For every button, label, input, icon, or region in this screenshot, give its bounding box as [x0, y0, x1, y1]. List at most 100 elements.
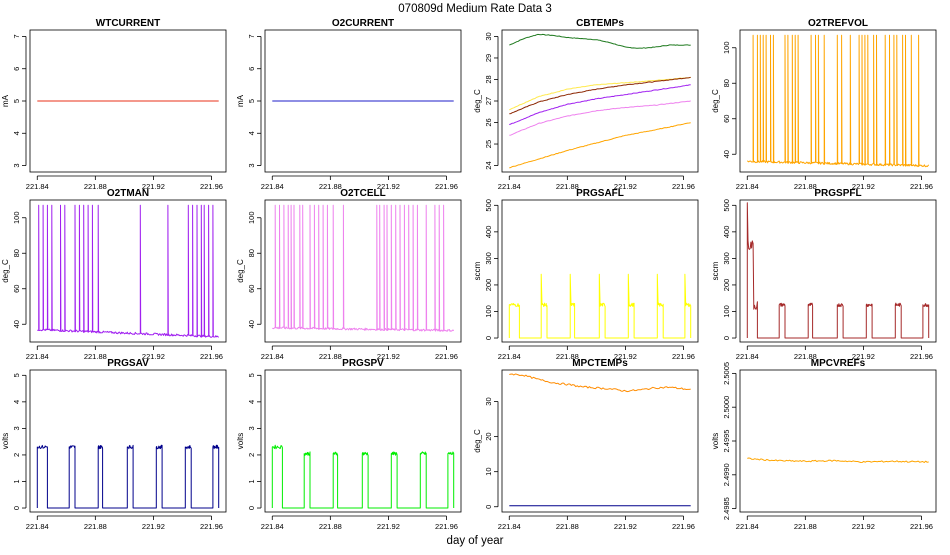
series-line-prgspfl [746, 202, 930, 339]
y-tick-label: 3 [12, 426, 21, 430]
x-tick-label: 221.88 [84, 522, 107, 531]
y-tick-label: 300 [484, 252, 493, 265]
series-line-prgspv [271, 444, 455, 509]
x-axis-label: day of year [447, 535, 504, 547]
y-axis-label: volts [236, 433, 245, 449]
y-tick-label: 6 [12, 67, 21, 71]
plot-frame [739, 199, 937, 343]
y-axis-label: deg_C [473, 89, 482, 113]
y-tick-label: 2.4985 [722, 497, 731, 520]
series-line-violet [509, 100, 691, 136]
panel-title: PRGSAV [107, 358, 149, 369]
x-tick-label: 221.96 [910, 182, 933, 191]
series-line-prgsav [36, 444, 220, 509]
y-tick-label: 500 [484, 199, 493, 212]
x-tick-label: 221.96 [435, 522, 458, 531]
y-tick-label: 3 [247, 163, 256, 167]
panel-o2current: O2CURRENT mA 221.84 221.88 221.92 221.96 3 4 5 6 7 [236, 18, 462, 191]
y-axis-label: mA [1, 94, 10, 107]
y-tick-label: 6 [247, 67, 256, 71]
panel-title: O2TCELL [340, 188, 386, 199]
y-tick-label: 20 [484, 432, 493, 440]
y-tick-label: 5 [247, 99, 256, 103]
y-tick-label: 2 [12, 453, 21, 457]
plot-frame [264, 29, 462, 173]
y-tick-label: 300 [722, 252, 731, 265]
panel-prgsafl: PRGSAFL sccm 221.84 221.88 221.92 221.96 0 100 2… [473, 188, 699, 361]
y-tick-label: 24 [484, 161, 493, 169]
x-tick-label: 221.88 [319, 182, 342, 191]
series-line-purple [509, 84, 691, 126]
y-tick-label: 29 [484, 54, 493, 62]
x-tick-label: 221.96 [200, 352, 223, 361]
y-tick-label: 4 [247, 400, 256, 404]
x-tick-label: 221.84 [498, 182, 521, 191]
panel-o2trefvol: O2TREFVOL deg_C 221.84 221.88 221.92 221.96 40… [711, 18, 937, 191]
figure-title: 070809d Medium Rate Data 3 [398, 3, 551, 15]
panel-title: O2TMAN [107, 188, 149, 199]
y-tick-label: 40 [722, 150, 731, 158]
y-tick-label: 80 [247, 249, 256, 257]
y-axis-label: sccm [711, 261, 720, 280]
y-tick-label: 4 [247, 131, 256, 135]
x-tick-label: 221.92 [614, 352, 637, 361]
x-tick-label: 221.84 [736, 522, 759, 531]
panel-prgspfl: PRGSPFL sccm 221.84 221.88 221.92 221.96 0 100 2… [711, 188, 937, 361]
y-tick-label: 100 [12, 211, 21, 224]
y-axis-label: sccm [473, 261, 482, 280]
x-tick-label: 221.88 [794, 352, 817, 361]
y-tick-label: 60 [12, 285, 21, 293]
y-tick-label: 100 [722, 41, 731, 54]
plot-frame [29, 29, 227, 173]
y-tick-label: 1 [12, 479, 21, 483]
y-tick-label: 2.5000 [722, 396, 731, 419]
y-tick-label: 400 [484, 226, 493, 239]
y-tick-label: 30 [484, 397, 493, 405]
x-tick-label: 221.96 [672, 522, 695, 531]
x-tick-label: 221.92 [377, 182, 400, 191]
x-tick-label: 221.96 [672, 352, 695, 361]
x-tick-label: 221.84 [261, 352, 284, 361]
x-tick-label: 221.84 [26, 522, 49, 531]
y-tick-label: 2 [247, 453, 256, 457]
series-line-mpcvrefs [747, 457, 929, 463]
x-tick-label: 221.92 [142, 522, 165, 531]
x-tick-label: 221.84 [261, 182, 284, 191]
x-tick-label: 221.96 [435, 352, 458, 361]
x-tick-label: 221.92 [614, 522, 637, 531]
y-tick-label: 100 [484, 305, 493, 318]
plot-frame [739, 369, 937, 513]
x-tick-label: 221.84 [736, 182, 759, 191]
y-tick-label: 7 [247, 34, 256, 38]
y-tick-label: 1 [247, 479, 256, 483]
y-tick-label: 100 [247, 211, 256, 224]
y-tick-label: 28 [484, 75, 493, 83]
y-tick-label: 0 [722, 336, 731, 340]
panel-title: MPCVREFs [811, 358, 866, 369]
y-tick-label: 27 [484, 97, 493, 105]
panel-o2tman: O2TMAN deg_C 221.84 221.88 221.92 221.96 40 60 8… [1, 188, 227, 361]
panel-title: WTCURRENT [96, 18, 160, 29]
x-tick-label: 221.92 [852, 352, 875, 361]
y-axis-label: volts [1, 433, 10, 449]
panel-title: O2CURRENT [332, 18, 394, 29]
plot-frame [501, 29, 699, 173]
y-tick-label: 40 [12, 320, 21, 328]
panel-o2tcell: O2TCELL deg_C 221.84 221.88 221.92 221.96 40 60… [236, 188, 462, 361]
y-tick-label: 100 [722, 305, 731, 318]
y-tick-label: 0 [12, 506, 21, 510]
x-tick-label: 221.92 [142, 182, 165, 191]
y-tick-label: 30 [484, 32, 493, 40]
y-tick-label: 10 [484, 468, 493, 476]
y-axis-label: deg_C [1, 259, 10, 283]
x-tick-label: 221.92 [142, 352, 165, 361]
plot-frame [29, 199, 227, 343]
y-tick-label: 2.5005 [722, 362, 731, 385]
x-tick-label: 221.84 [498, 522, 521, 531]
x-tick-label: 221.96 [910, 522, 933, 531]
panel-prgsav: PRGSAV volts 221.84 221.88 221.92 221.96 0 1 2 3 4… [1, 358, 227, 531]
panel-title: O2TREFVOL [808, 18, 868, 29]
y-tick-label: 3 [12, 163, 21, 167]
y-tick-label: 80 [12, 249, 21, 257]
